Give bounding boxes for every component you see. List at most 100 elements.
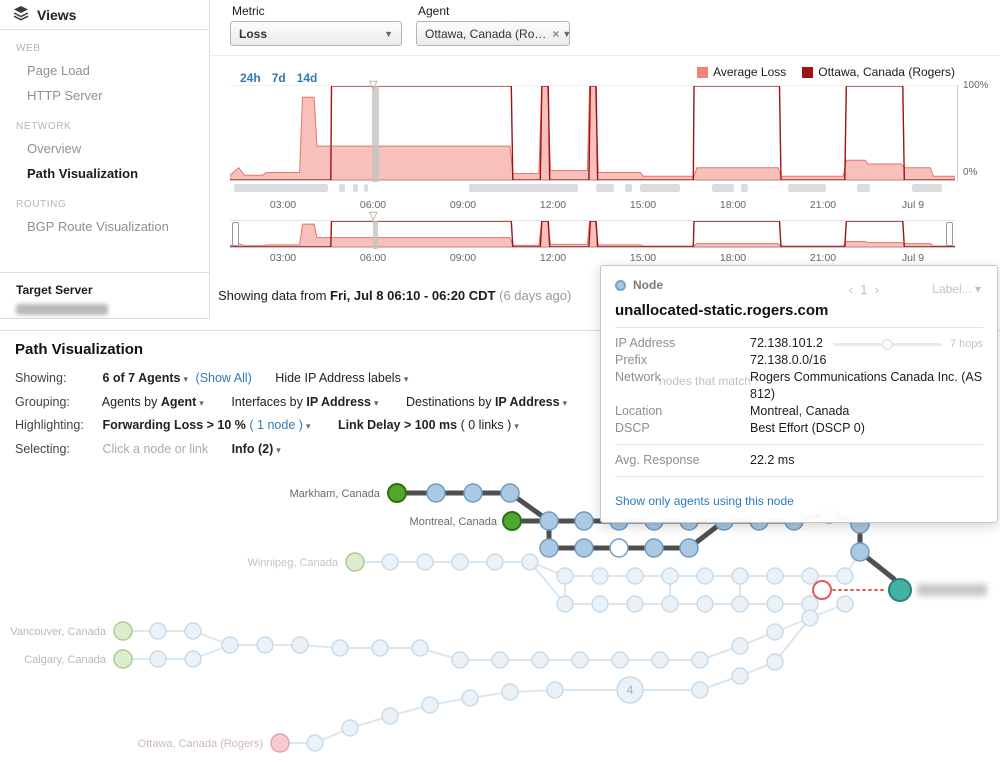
- agent-node[interactable]: [387, 483, 407, 503]
- agent-node[interactable]: [270, 733, 290, 753]
- range-7d[interactable]: 7d: [271, 71, 286, 85]
- event-marker[interactable]: [911, 184, 942, 192]
- hop-node[interactable]: [731, 667, 749, 685]
- hop-node[interactable]: [306, 734, 324, 752]
- hop-node[interactable]: [221, 636, 239, 654]
- agent-dropdown[interactable]: Ottawa, Canada (Ro… × ▼: [416, 21, 571, 46]
- hop-node[interactable]: [696, 567, 714, 585]
- event-marker[interactable]: [596, 184, 615, 192]
- hop-node[interactable]: [539, 538, 559, 558]
- event-marker[interactable]: [625, 184, 633, 192]
- info-dropdown[interactable]: Info (2) ▾: [231, 442, 281, 456]
- hop-node[interactable]: [426, 483, 446, 503]
- event-marker[interactable]: [639, 184, 680, 192]
- hop-node[interactable]: [644, 538, 664, 558]
- agent-node[interactable]: [113, 621, 133, 641]
- range-14d[interactable]: 14d: [296, 71, 318, 85]
- show-agents-link[interactable]: Show only agents using this node: [615, 494, 794, 508]
- forwarding-loss-dropdown[interactable]: Forwarding Loss > 10 % ( 1 node ) ▾: [102, 418, 311, 432]
- event-marker[interactable]: [712, 184, 734, 192]
- agent-node[interactable]: [502, 511, 522, 531]
- hop-node[interactable]: [696, 595, 714, 613]
- hop-node[interactable]: [574, 511, 594, 531]
- hop-node[interactable]: [766, 595, 784, 613]
- hop-node[interactable]: [341, 719, 359, 737]
- event-marker[interactable]: [469, 184, 578, 192]
- hop-node[interactable]: [651, 651, 669, 669]
- hop-node[interactable]: [521, 553, 539, 571]
- hop-node[interactable]: [731, 595, 749, 613]
- show-all-link[interactable]: (Show All): [195, 371, 252, 385]
- hop-node[interactable]: [149, 650, 167, 668]
- loss-timeline-chart[interactable]: ▽: [230, 80, 955, 182]
- timeline-brush[interactable]: ▽: [230, 211, 955, 249]
- hop-node[interactable]: [731, 567, 749, 585]
- legend-ottawa-agent[interactable]: Ottawa, Canada (Rogers): [802, 65, 955, 79]
- hop-node[interactable]: [500, 483, 520, 503]
- sidebar-item-bgp-route-visualization[interactable]: BGP Route Visualization: [27, 219, 169, 234]
- range-24h[interactable]: 24h: [240, 71, 261, 85]
- hop-node[interactable]: [591, 567, 609, 585]
- agent-node[interactable]: [345, 552, 365, 572]
- hop-node[interactable]: [850, 542, 870, 562]
- hop-node[interactable]: [381, 553, 399, 571]
- legend-average-loss[interactable]: Average Loss: [697, 65, 786, 79]
- red-highlight-node[interactable]: [812, 580, 832, 600]
- ip-labels-dropdown[interactable]: Hide IP Address labels ▾: [275, 371, 409, 385]
- hop-node[interactable]: [291, 636, 309, 654]
- hop-node[interactable]: [461, 689, 479, 707]
- hop-node[interactable]: [574, 538, 594, 558]
- hop-node[interactable]: [661, 567, 679, 585]
- hop-node[interactable]: [836, 595, 854, 613]
- cluster-node[interactable]: [616, 676, 644, 704]
- link-delay-dropdown[interactable]: Link Delay > 100 ms ( 0 links ) ▾: [337, 418, 519, 432]
- sidebar-item-overview[interactable]: Overview: [27, 141, 82, 156]
- event-marker[interactable]: [788, 184, 826, 192]
- hop-node[interactable]: [539, 511, 559, 531]
- graph-link-pale[interactable]: [279, 689, 617, 744]
- brush-right-handle[interactable]: [946, 222, 953, 246]
- hop-node[interactable]: [416, 553, 434, 571]
- metric-dropdown[interactable]: Loss ▼: [230, 21, 402, 46]
- hop-node[interactable]: [371, 639, 389, 657]
- hop-node[interactable]: [491, 651, 509, 669]
- hop-node[interactable]: [556, 567, 574, 585]
- sidebar-item-path-visualization[interactable]: Path Visualization: [27, 166, 139, 181]
- hop-node[interactable]: [571, 651, 589, 669]
- hop-node[interactable]: [626, 567, 644, 585]
- hop-node[interactable]: [184, 650, 202, 668]
- sidebar-item-http-server[interactable]: HTTP Server: [27, 88, 103, 103]
- hop-node[interactable]: [609, 538, 629, 558]
- brush-selection-bar[interactable]: [373, 221, 378, 249]
- hop-node[interactable]: [766, 653, 784, 671]
- hop-node[interactable]: [421, 696, 439, 714]
- event-marker[interactable]: [353, 184, 359, 192]
- hop-node[interactable]: [256, 636, 274, 654]
- agents-grouping-dropdown[interactable]: Agents by Agent ▾: [101, 395, 204, 409]
- agent-node[interactable]: [113, 649, 133, 669]
- hop-node[interactable]: [691, 681, 709, 699]
- hop-node[interactable]: [626, 595, 644, 613]
- sidebar-item-page-load[interactable]: Page Load: [27, 63, 90, 78]
- hop-node[interactable]: [531, 651, 549, 669]
- brush-selection-marker-icon[interactable]: ▽: [369, 210, 378, 222]
- time-selection-bar[interactable]: [372, 86, 379, 182]
- brush-left-handle[interactable]: [232, 222, 239, 246]
- event-marker[interactable]: [741, 184, 748, 192]
- hop-node[interactable]: [149, 622, 167, 640]
- hop-node[interactable]: [766, 623, 784, 641]
- hop-node[interactable]: [679, 538, 699, 558]
- hop-node[interactable]: [463, 483, 483, 503]
- hop-node[interactable]: [836, 567, 854, 585]
- hop-node[interactable]: [801, 567, 819, 585]
- hop-node[interactable]: [661, 595, 679, 613]
- hop-node[interactable]: [801, 609, 819, 627]
- agents-filter-dropdown[interactable]: 6 of 7 Agents ▾: [102, 371, 189, 385]
- hop-node[interactable]: [331, 639, 349, 657]
- event-marker[interactable]: [364, 184, 369, 192]
- graph-link-pale[interactable]: [354, 551, 861, 577]
- interfaces-grouping-dropdown[interactable]: Interfaces by IP Address ▾: [231, 395, 379, 409]
- hop-node[interactable]: [451, 651, 469, 669]
- hop-node[interactable]: [486, 553, 504, 571]
- remove-agent-icon[interactable]: ×: [552, 26, 560, 41]
